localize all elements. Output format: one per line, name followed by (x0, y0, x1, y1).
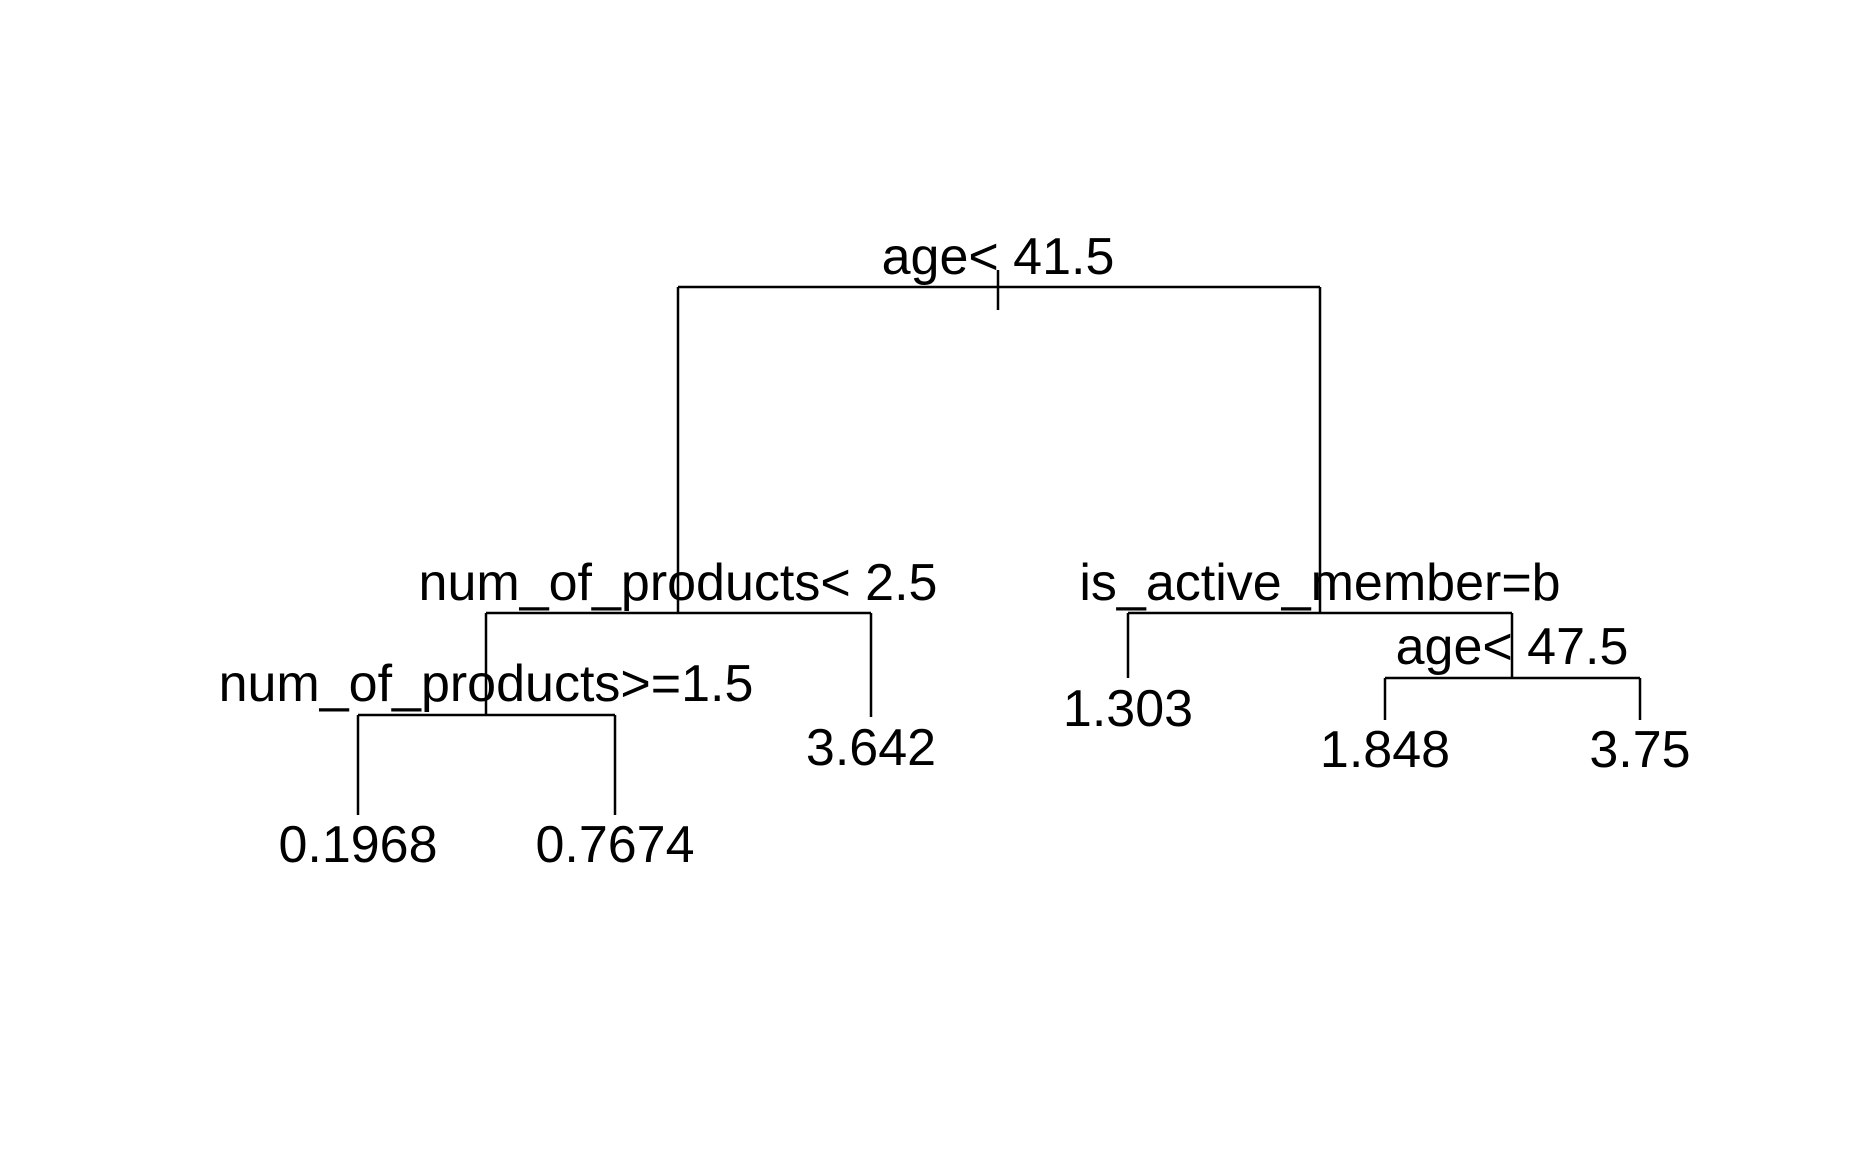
split-node-root: age< 41.5 (676, 228, 1322, 613)
split-node-left: num_of_products< 2.5 (419, 554, 938, 717)
leaf-value-6: 3.75 (1589, 721, 1690, 779)
split-label-root: age< 41.5 (882, 228, 1115, 286)
leaf-value-2: 0.7674 (535, 816, 694, 874)
split-label-right: is_active_member=b (1079, 554, 1560, 612)
leaf-value-1: 0.1968 (278, 816, 437, 874)
leaf-value-5: 1.848 (1320, 721, 1450, 779)
split-node-right-right: age< 47.5 (1383, 618, 1642, 720)
leaf-value-3: 3.642 (806, 719, 936, 777)
split-label-left-left: num_of_products>=1.5 (219, 655, 754, 713)
split-node-right: is_active_member=b (1079, 554, 1561, 678)
leaf-value-4: 1.303 (1063, 680, 1193, 738)
split-node-left-left: num_of_products>=1.5 (219, 655, 754, 815)
split-label-left: num_of_products< 2.5 (419, 554, 938, 612)
split-label-right-right: age< 47.5 (1396, 618, 1629, 676)
